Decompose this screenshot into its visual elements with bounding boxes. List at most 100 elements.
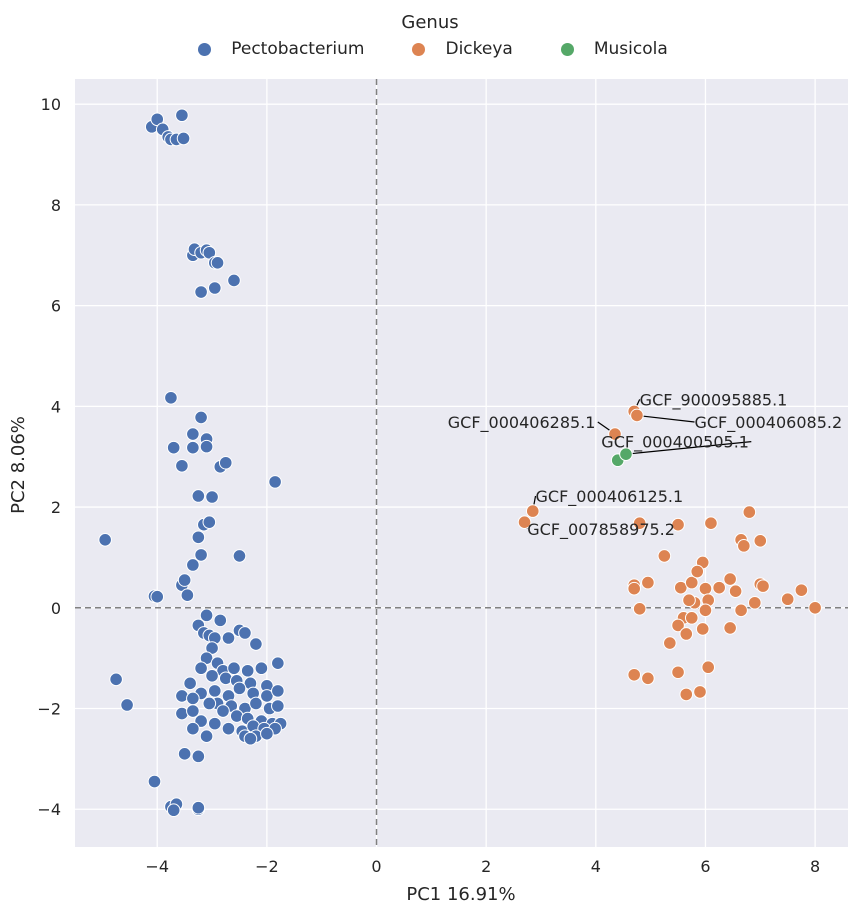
dickeya-point <box>608 427 622 441</box>
dickeya-point <box>671 665 685 680</box>
pectobacterium-point <box>199 608 214 623</box>
tick-labels: −4 −2 0 2 4 6 8 −4 −2 0 2 4 6 8 10 <box>37 95 820 876</box>
y-tick-label: 10 <box>41 95 61 114</box>
x-tick-label: −4 <box>145 857 169 876</box>
musicola-point <box>619 447 633 461</box>
x-tick-label: 6 <box>700 857 710 876</box>
pectobacterium-point <box>271 699 285 713</box>
pectobacterium-point <box>191 749 206 764</box>
pectobacterium-point <box>268 475 282 489</box>
dickeya-point <box>663 636 677 650</box>
legend-item-musicola: Musicola <box>560 39 668 59</box>
pectobacterium-point <box>194 285 208 299</box>
y-tick-label: 6 <box>51 297 61 316</box>
dickeya-point <box>794 583 809 597</box>
pectobacterium-point <box>249 696 263 711</box>
pectobacterium-point <box>191 530 206 545</box>
dickeya-point <box>630 408 644 423</box>
pectobacterium-point <box>202 515 217 529</box>
dickeya-point <box>728 584 743 598</box>
y-tick-label: 4 <box>51 397 61 416</box>
dickeya-point <box>693 685 707 699</box>
dickeya-point <box>671 618 685 633</box>
dickeya-point <box>698 581 713 596</box>
annotation-leader-line <box>636 414 695 423</box>
pectobacterium-point <box>271 684 285 698</box>
x-tick-label: 4 <box>591 857 601 876</box>
dickeya-point <box>690 564 705 579</box>
dickeya-point <box>756 579 770 593</box>
pectobacterium-point <box>213 613 228 628</box>
legend-label-pectobacterium: Pectobacterium <box>231 39 365 59</box>
pectobacterium-point <box>254 661 269 676</box>
pectobacterium-point <box>186 691 200 706</box>
dickeya-point <box>723 621 737 635</box>
legend-title: Genus <box>401 12 459 33</box>
pectobacterium-point <box>147 774 162 789</box>
y-tick-label: −2 <box>37 700 61 719</box>
annotation-labels: GCF_900095885.1 GCF_000406085.2 GCF_000406… <box>448 390 842 539</box>
dickeya-point <box>737 539 751 553</box>
pectobacterium-point <box>218 455 233 470</box>
pectobacterium-point <box>186 440 200 455</box>
x-tick-label: 0 <box>371 857 381 876</box>
pectobacterium-point <box>194 548 208 562</box>
pectobacterium-point <box>191 489 206 503</box>
annotation-label: GCF_000400505.1 <box>601 433 749 453</box>
dickeya-point <box>632 601 647 616</box>
x-tick-label: −2 <box>255 857 279 876</box>
pectobacterium-point <box>240 663 255 678</box>
dickeya-point <box>734 603 748 618</box>
pectobacterium-point <box>202 696 217 711</box>
annotation-label: GCF_000406085.2 <box>694 413 842 433</box>
dickeya-point <box>684 575 699 590</box>
pectobacterium-point <box>221 721 236 736</box>
dickeya-point <box>632 516 647 530</box>
legend-item-dickeya: Dickeya <box>412 39 513 59</box>
dickeya-point <box>698 603 713 618</box>
pectobacterium-point <box>232 549 247 563</box>
pectobacterium-point <box>150 589 165 604</box>
dickeya-point <box>517 515 532 529</box>
pectobacterium-point <box>243 731 258 746</box>
pectobacterium-point <box>191 800 206 815</box>
y-tick-label: −4 <box>37 800 61 819</box>
x-tick-label: 8 <box>810 857 820 876</box>
pectobacterium-point <box>260 689 274 703</box>
dickeya-point <box>641 575 655 590</box>
pectobacterium-point <box>207 281 222 295</box>
pectobacterium-point <box>98 533 112 547</box>
legend-items: Pectobacterium Dickeya Musicola <box>8 39 858 59</box>
pectobacterium-point <box>249 637 263 651</box>
pectobacterium-point <box>216 704 230 718</box>
pectobacterium-point <box>177 573 192 587</box>
legend: Genus Pectobacterium Dickeya Musicola <box>0 12 858 59</box>
dickeya-point <box>627 581 641 596</box>
pectobacterium-point <box>221 631 236 645</box>
dickeya-point <box>673 580 688 595</box>
legend-marker-musicola <box>560 42 574 56</box>
dickeya-point <box>525 504 540 518</box>
pectobacterium-point <box>207 684 222 698</box>
dickeya-point <box>684 611 699 625</box>
pectobacterium-point <box>175 689 189 703</box>
dickeya-point <box>682 593 696 608</box>
legend-marker-dickeya <box>412 42 426 56</box>
pectobacterium-point <box>120 698 134 712</box>
dickeya-point <box>657 549 672 563</box>
legend-label-dickeya: Dickeya <box>445 39 513 59</box>
annotation-label: GCF_000406125.1 <box>536 487 684 507</box>
pectobacterium-point <box>183 676 197 691</box>
pectobacterium-point <box>229 709 244 723</box>
dickeya-point <box>671 517 685 532</box>
reference-lines <box>75 79 848 847</box>
pectobacterium-point <box>176 131 191 146</box>
pectobacterium-point <box>194 661 208 676</box>
y-tick-label: 8 <box>51 196 61 215</box>
dickeya-point <box>679 687 694 702</box>
x-tick-label: 2 <box>481 857 491 876</box>
pectobacterium-point <box>166 440 181 455</box>
dickeya-point <box>723 572 737 586</box>
legend-item-pectobacterium: Pectobacterium <box>198 39 364 59</box>
pectobacterium-point <box>227 273 241 288</box>
